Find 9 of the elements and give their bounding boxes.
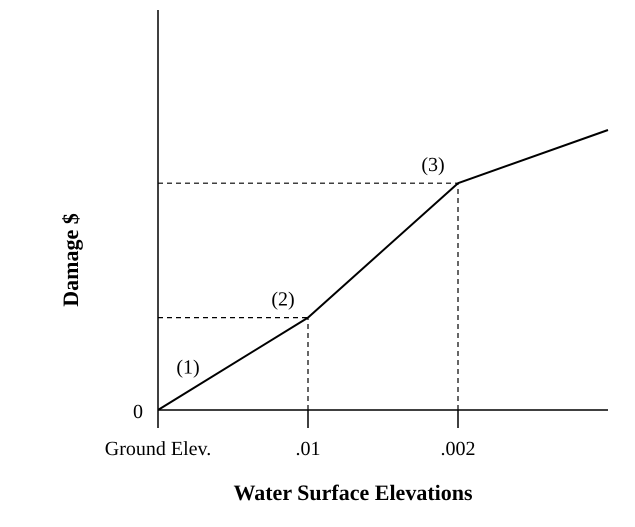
annotation: (3) [421,154,445,176]
x-axis-title: Water Surface Elevations [233,480,473,505]
y-axis-title: Damage $ [58,213,83,307]
x-tick-label: Ground Elev. [104,438,212,460]
annotation: (1) [176,356,200,379]
annotation: (2) [271,288,295,311]
x-tick-label: .01 [296,438,320,460]
x-tick-label: .002 [440,438,476,460]
annotation: 0 [133,401,143,423]
